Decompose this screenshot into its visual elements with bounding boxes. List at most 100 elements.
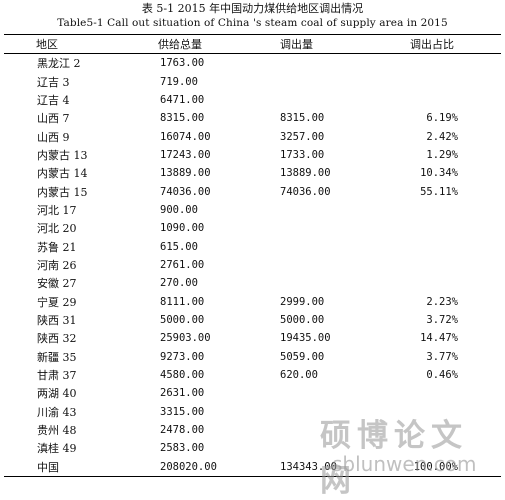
table-row: 内蒙古 15 74036.00 74036.00 55.11%: [4, 182, 501, 200]
cell-out: 2999.00: [280, 295, 325, 308]
table-row: 黑龙江 2 1763.00: [4, 54, 501, 73]
cell-ratio: [360, 237, 501, 255]
cell-out: 1733.00: [280, 148, 325, 161]
table-row: 山西 7 8315.00 8315.00 6.19%: [4, 109, 501, 127]
cell-out: [220, 274, 360, 292]
cell-region: 内蒙古 14: [37, 167, 88, 181]
table-row: 新疆 35 9273.00 5059.00 3.77%: [4, 348, 501, 366]
watermark-url: sblunwen.com: [332, 452, 477, 476]
cell-ratio: [360, 91, 501, 109]
table-row: 苏鲁 21 615.00: [4, 237, 501, 255]
cell-out: [220, 54, 360, 73]
cell-supply: 270.00: [160, 277, 198, 290]
cell-region: 川渝 43: [37, 405, 77, 419]
cell-region: 辽吉 4: [37, 93, 70, 107]
cell-out: 620.00: [280, 369, 318, 382]
table-row: 宁夏 29 8111.00 2999.00 2.23%: [4, 292, 501, 310]
cell-ratio: [360, 274, 501, 292]
cell-out: [220, 72, 360, 90]
cell-region: 甘肃 37: [37, 369, 77, 383]
cell-ratio: [360, 219, 501, 237]
header-region: 地区: [4, 34, 102, 54]
table-row: 陕西 31 5000.00 5000.00 3.72%: [4, 311, 501, 329]
cell-supply: 13889.00: [160, 167, 211, 180]
table-row: 贵州 48 2478.00: [4, 421, 501, 439]
cell-region: 陕西 31: [37, 313, 77, 327]
table-row: 辽吉 4 6471.00: [4, 91, 501, 109]
cell-supply: 208020.00: [102, 457, 220, 477]
cell-supply: 2761.00: [160, 258, 205, 271]
cell-region: 内蒙古 13: [37, 148, 88, 162]
cell-region: 辽吉 3: [37, 75, 70, 89]
cell-ratio: 1.29%: [426, 148, 458, 161]
cell-region: 两湖 40: [37, 387, 77, 401]
cell-out: [220, 384, 360, 402]
cell-supply: 74036.00: [160, 185, 211, 198]
header-supply-total: 供给总量: [102, 34, 220, 54]
cell-supply: 25903.00: [160, 332, 211, 345]
cell-ratio: [360, 201, 501, 219]
cell-supply: 16074.00: [160, 130, 211, 143]
table-row: 陕西 32 25903.00 19435.00 14.47%: [4, 329, 501, 347]
cell-out: 3257.00: [280, 130, 325, 143]
cell-out: 134343.00: [220, 457, 360, 477]
cell-supply: 2583.00: [160, 442, 205, 455]
cell-ratio: 3.77%: [426, 350, 458, 363]
cell-out: [220, 256, 360, 274]
cell-out: [220, 91, 360, 109]
cell-region: 安徽 27: [37, 277, 77, 291]
watermark: 硕博论文网 sblunwen.com: [320, 410, 500, 499]
cell-region: 河北 17: [37, 203, 77, 217]
cell-supply: 5000.00: [160, 313, 205, 326]
table-row: 辽吉 3 719.00: [4, 72, 501, 90]
cell-out: 19435.00: [280, 332, 331, 345]
cell-supply: 2631.00: [160, 387, 205, 400]
cell-ratio: 2.42%: [426, 130, 458, 143]
cell-out: [220, 201, 360, 219]
cell-ratio: 10.34%: [420, 167, 458, 180]
cell-supply: 615.00: [160, 240, 198, 253]
cell-supply: 4580.00: [160, 369, 205, 382]
cell-supply: 8111.00: [160, 295, 205, 308]
table-row: 河北 20 1090.00: [4, 219, 501, 237]
cell-ratio: 55.11%: [420, 185, 458, 198]
cell-ratio: 6.19%: [426, 112, 458, 125]
cell-region: 中国: [4, 457, 102, 477]
cell-supply: 8315.00: [160, 112, 205, 125]
cell-ratio: 100.00%: [360, 457, 501, 477]
header-outflow: 调出量: [220, 34, 360, 54]
table-row: 中国 208020.00 134343.00 100.00%: [4, 457, 501, 477]
table-row: 滇桂 49 2583.00: [4, 439, 501, 457]
cell-region: 山西 7: [37, 112, 70, 126]
header-outflow-ratio: 调出占比: [360, 34, 501, 54]
cell-ratio: 2.23%: [426, 295, 458, 308]
cell-supply: 2478.00: [160, 424, 205, 437]
table-header-row: 地区 供给总量 调出量 调出占比: [4, 34, 501, 54]
cell-out: [220, 219, 360, 237]
cell-region: 贵州 48: [37, 424, 77, 438]
cell-supply: 1090.00: [160, 222, 205, 235]
cell-region: 山西 9: [37, 130, 70, 144]
cell-out: 8315.00: [280, 112, 325, 125]
cell-region: 黑龙江 2: [37, 57, 81, 71]
table-row: 安徽 27 270.00: [4, 274, 501, 292]
cell-out: 5059.00: [280, 350, 325, 363]
table-row: 内蒙古 14 13889.00 13889.00 10.34%: [4, 164, 501, 182]
cell-region: 河南 26: [37, 258, 77, 272]
table-row: 河南 26 2761.00: [4, 256, 501, 274]
table-row: 河北 17 900.00: [4, 201, 501, 219]
cell-supply: 6471.00: [160, 93, 205, 106]
cell-out: 5000.00: [280, 313, 325, 326]
cell-region: 滇桂 49: [37, 442, 77, 456]
coal-supply-table: 地区 供给总量 调出量 调出占比 黑龙江 2 1763.00 辽吉 3 719.00 辽…: [4, 34, 501, 477]
cell-region: 苏鲁 21: [37, 240, 77, 254]
cell-region: 河北 20: [37, 222, 77, 236]
cell-out: [220, 237, 360, 255]
cell-ratio: 14.47%: [420, 332, 458, 345]
cell-supply: 17243.00: [160, 148, 211, 161]
table-row: 山西 9 16074.00 3257.00 2.42%: [4, 127, 501, 145]
table-caption-english: Table5-1 Call out situation of China 's …: [57, 17, 448, 29]
cell-region: 新疆 35: [37, 350, 77, 364]
cell-ratio: [360, 72, 501, 90]
cell-region: 宁夏 29: [37, 295, 77, 309]
